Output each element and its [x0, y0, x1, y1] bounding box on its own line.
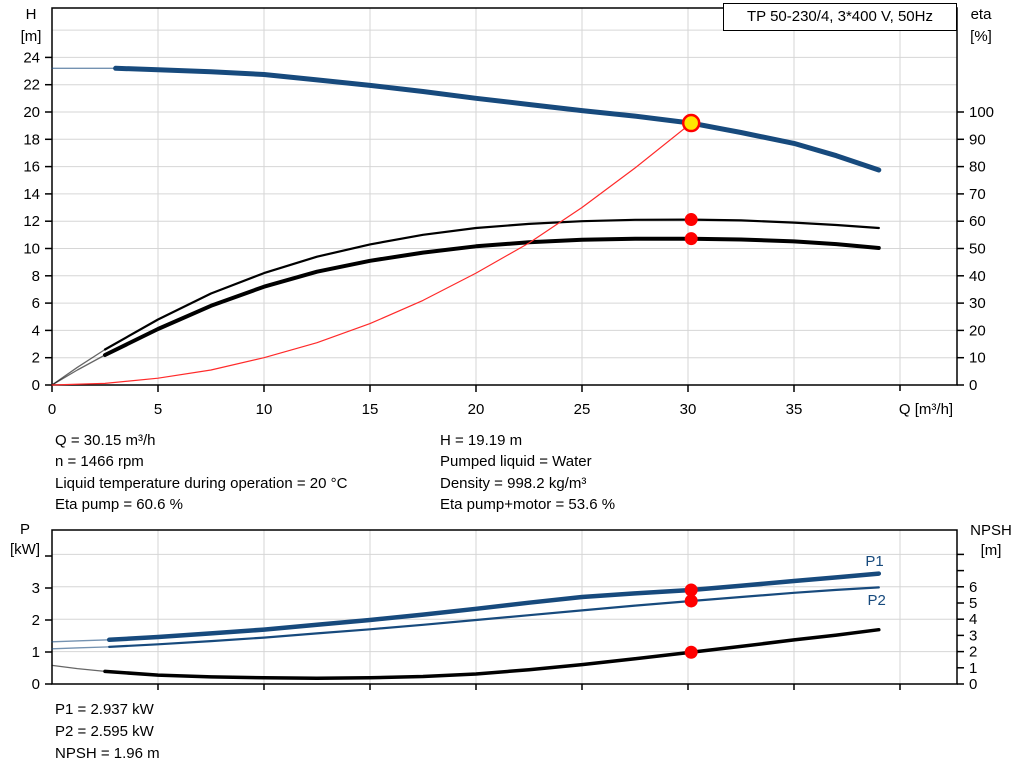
right-axis-tick-label: 90: [969, 131, 986, 148]
left-axis-tick-label: 18: [23, 131, 40, 148]
npsh-curve: [103, 627, 881, 680]
info-q: Q = 30.15 m³/h: [55, 432, 156, 449]
left-axis-tick-label: 22: [23, 77, 40, 94]
right-axis-tick-label: 1: [969, 660, 977, 677]
p1-curve: [106, 571, 882, 643]
x-axis-tick-label: 10: [256, 401, 273, 418]
right-axis-title: eta: [971, 6, 993, 23]
right-axis-tick-label: 60: [969, 213, 986, 230]
eta-pump-motor-point: [684, 232, 698, 246]
head-curve: [113, 65, 882, 173]
eta-pump-curve-lead: [51, 348, 106, 386]
right-axis-title: [m]: [981, 542, 1002, 559]
right-axis-tick-label: 10: [969, 350, 986, 367]
right-axis-title: [%]: [970, 28, 992, 45]
info-h: H = 19.19 m: [440, 432, 523, 449]
left-axis-title: [kW]: [10, 541, 40, 558]
left-axis-tick-label: 6: [32, 295, 40, 312]
result-p1: P1 = 2.937 kW: [55, 701, 154, 718]
left-axis-tick-label: 0: [32, 377, 40, 394]
info-liquid-temperature: Liquid temperature during operation = 20…: [55, 474, 348, 492]
left-axis-tick-label: 20: [23, 104, 40, 121]
info-density: Density = 998.2 kg/m³: [440, 474, 587, 492]
left-axis-tick-label: 8: [32, 268, 40, 285]
x-axis-title: Q [m³/h]: [899, 401, 953, 418]
operating-info-right: H = 19.19 m Pumped liquid = Water Densit…: [440, 430, 615, 516]
p2-curve-lead: [51, 646, 110, 650]
right-axis-tick-label: 3: [969, 627, 977, 644]
left-axis-title: P: [20, 521, 30, 538]
info-eta-pump-motor: Eta pump+motor = 53.6 %: [440, 496, 616, 514]
left-axis-tick-label: 14: [23, 186, 40, 203]
right-axis-tick-label: 80: [969, 159, 986, 176]
x-axis-tick-label: 5: [154, 401, 162, 418]
p1-curve-lead: [51, 639, 110, 643]
info-pumped-liquid: Pumped liquid = Water: [440, 453, 592, 471]
left-axis-tick-label: 12: [23, 213, 40, 230]
left-axis-title: [m]: [21, 28, 42, 45]
right-axis-tick-label: 20: [969, 322, 986, 339]
result-p2: P2 = 2.595 kW: [55, 723, 154, 740]
x-axis-tick-label: 35: [786, 401, 803, 418]
right-axis-tick-label: 5: [969, 595, 977, 612]
eta-pump-curve: [103, 218, 880, 351]
pump-title-box: TP 50-230/4, 3*400 V, 50Hz: [723, 3, 957, 31]
npsh-point: [684, 645, 698, 659]
left-axis-tick-label: 16: [23, 159, 40, 176]
right-axis-tick-label: 100: [969, 104, 994, 121]
info-eta-pump: Eta pump = 60.6 %: [55, 496, 183, 514]
plot-frame: [51, 529, 958, 685]
left-axis-tick-label: 10: [23, 241, 40, 258]
x-axis-tick-label: 20: [468, 401, 485, 418]
right-axis-tick-label: 6: [969, 579, 977, 596]
system-curve: [51, 122, 692, 386]
left-axis-tick-label: 4: [32, 322, 40, 339]
result-npsh: NPSH = 1.96 m: [55, 745, 160, 762]
left-axis-tick-label: 2: [32, 350, 40, 367]
npsh-curve-lead: [51, 664, 106, 673]
x-axis-tick-label: 15: [362, 401, 379, 418]
results-panel: P1 = 2.937 kW P2 = 2.595 kW NPSH = 1.96 …: [55, 699, 160, 765]
left-axis-tick-label: 3: [32, 580, 40, 597]
eta-pump-point: [684, 213, 698, 227]
left-axis-tick-label: 0: [32, 676, 40, 693]
eta-pump-motor-curve-lead: [51, 354, 106, 386]
p1-label: P1: [865, 553, 883, 570]
left-axis-tick-label: 2: [32, 612, 40, 629]
x-axis-tick-label: 25: [574, 401, 591, 418]
left-axis-tick-label: 24: [23, 49, 40, 66]
right-axis-tick-label: 0: [969, 676, 977, 693]
p2-point: [684, 594, 698, 608]
operating-info-left: Q = 30.15 m³/h n = 1466 rpm Liquid tempe…: [55, 430, 347, 516]
plot-frame: [51, 7, 958, 386]
right-axis-tick-label: 40: [969, 268, 986, 285]
eta-pump-motor-curve: [103, 236, 881, 357]
left-axis-title: H: [26, 6, 37, 23]
right-axis-tick-label: 0: [969, 377, 977, 394]
p2-label: P2: [868, 592, 886, 609]
p1-point: [684, 583, 698, 597]
right-axis-title: NPSH: [970, 522, 1012, 539]
right-axis-tick-label: 50: [969, 241, 986, 258]
right-axis-tick-label: 30: [969, 295, 986, 312]
x-axis-tick-label: 0: [48, 401, 56, 418]
right-axis-tick-label: 2: [969, 644, 977, 661]
p2-curve: [108, 586, 880, 649]
duty-point: [681, 113, 701, 133]
right-axis-tick-label: 4: [969, 611, 977, 628]
right-axis-tick-label: 70: [969, 186, 986, 203]
qh-chart: 0246810121416182022240102030405060708090…: [21, 6, 994, 418]
x-axis-tick-label: 30: [680, 401, 697, 418]
info-n: n = 1466 rpm: [55, 453, 144, 471]
left-axis-tick-label: 1: [32, 644, 40, 661]
